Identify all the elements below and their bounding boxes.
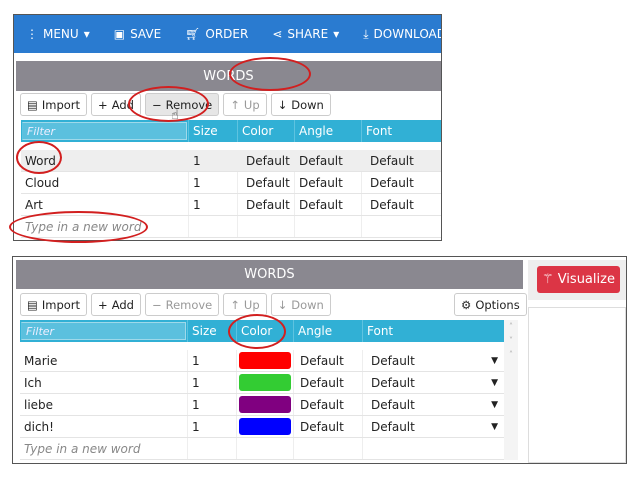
annotation-ellipse <box>9 211 148 243</box>
table-row[interactable]: Art 1 Default Default Default <box>21 194 441 216</box>
bottom-screenshot: WORDS ⚚ Visualize ▤ Import + Add − Remove ↑ U… <box>12 256 627 464</box>
import-button[interactable]: ▤ Import <box>20 93 88 116</box>
annotation-ellipse <box>229 57 311 91</box>
color-swatch[interactable] <box>239 418 291 435</box>
import-icon: ▤ <box>27 297 38 312</box>
remove-button[interactable]: − Remove <box>144 293 220 316</box>
kebab-icon: ⋮ <box>26 27 38 41</box>
color-swatch-cell[interactable] <box>236 394 293 415</box>
font-select[interactable]: Default ▼ <box>362 416 504 437</box>
options-button[interactable]: ⚙ Options <box>454 293 527 316</box>
color-swatch[interactable] <box>239 352 291 369</box>
share-icon: ⋖ <box>272 27 283 41</box>
up-button[interactable]: ↑ Up <box>223 293 267 316</box>
caret-down-icon: ▼ <box>491 399 498 410</box>
column-size[interactable]: Size <box>188 120 237 142</box>
minus-icon: − <box>151 297 162 312</box>
save-icon: ▣ <box>113 27 126 41</box>
font-select[interactable]: Default ▼ <box>362 394 504 415</box>
magic-wand-icon: ⚚ <box>542 272 554 287</box>
add-button[interactable]: + Add <box>91 293 141 316</box>
table-row[interactable]: liebe 1 Default Default ▼ <box>20 394 504 416</box>
words-header: WORDS <box>16 260 523 289</box>
new-word-row: Type in a new word <box>20 438 504 460</box>
up-button[interactable]: ↑ Up <box>223 93 267 116</box>
column-color[interactable]: Color <box>237 120 294 142</box>
menu-button[interactable]: ⋮ MENU ▾ <box>26 27 90 41</box>
column-font[interactable]: Font <box>362 320 504 342</box>
column-angle[interactable]: Angle <box>294 120 361 142</box>
annotation-ellipse <box>16 141 62 174</box>
arrow-down-icon: ↓ <box>277 97 288 112</box>
menu-bar: ⋮ MENU ▾ ▣ SAVE 🛒︎ ORDER ⋖ SHARE ▾ ⤓ DOWNLOAD <box>14 15 441 53</box>
column-angle[interactable]: Angle <box>293 320 362 342</box>
filter-input[interactable]: Filter <box>22 122 187 140</box>
column-size[interactable]: Size <box>187 320 236 342</box>
caret-down-icon: ▾ <box>333 27 340 41</box>
toolbar: ▤ Import + Add − Remove ↑ Up ↓ Down <box>20 293 331 316</box>
scrollbar[interactable]: ˄ ˅ ˄ <box>504 320 518 460</box>
order-button[interactable]: 🛒︎ ORDER <box>185 27 249 41</box>
visualize-button[interactable]: ⚚ Visualize <box>537 266 620 293</box>
caret-down-icon: ▼ <box>491 377 498 388</box>
font-select[interactable]: Default ▼ <box>362 372 504 393</box>
filter-input[interactable]: Filter <box>21 322 186 340</box>
download-icon: ⤓ <box>363 26 369 41</box>
preview-area <box>528 307 626 463</box>
color-swatch[interactable] <box>239 374 291 391</box>
annotation-ellipse <box>128 86 209 122</box>
table-header: Filter Size Color Angle Font <box>21 120 441 142</box>
download-button[interactable]: ⤓ DOWNLOAD <box>363 26 442 42</box>
caret-down-icon: ▼ <box>491 355 498 366</box>
table-row[interactable]: Cloud 1 Default Default Default <box>21 172 441 194</box>
annotation-ellipse <box>228 314 286 349</box>
table-row[interactable]: Marie 1 Default Default ▼ <box>20 350 504 372</box>
caret-down-icon: ▼ <box>491 421 498 432</box>
down-button[interactable]: ↓ Down <box>270 93 331 116</box>
font-select[interactable]: Default ▼ <box>362 350 504 371</box>
color-swatch-cell[interactable] <box>236 350 293 371</box>
plus-icon: + <box>98 297 108 312</box>
arrow-up-icon: ↑ <box>230 297 240 312</box>
cart-icon: 🛒︎ <box>185 27 201 41</box>
color-swatch-cell[interactable] <box>236 416 293 437</box>
table-row[interactable]: Word 1 Default Default Default <box>21 150 441 172</box>
share-button[interactable]: ⋖ SHARE ▾ <box>272 27 340 41</box>
gear-icon: ⚙ <box>461 297 472 312</box>
table-row[interactable]: dich! 1 Default Default ▼ <box>20 416 504 438</box>
plus-icon: + <box>98 97 108 112</box>
arrow-down-icon: ↓ <box>277 297 288 312</box>
import-icon: ▤ <box>27 97 38 112</box>
arrow-up-icon: ↑ <box>230 97 240 112</box>
color-swatch-cell[interactable] <box>236 372 293 393</box>
table-row[interactable]: Ich 1 Default Default ▼ <box>20 372 504 394</box>
save-button[interactable]: ▣ SAVE <box>113 27 162 41</box>
down-button[interactable]: ↓ Down <box>270 293 331 316</box>
column-font[interactable]: Font <box>361 120 441 142</box>
caret-down-icon: ▾ <box>83 27 90 41</box>
color-swatch[interactable] <box>239 396 291 413</box>
new-word-input[interactable]: Type in a new word <box>24 441 141 456</box>
import-button[interactable]: ▤ Import <box>20 293 88 316</box>
top-screenshot: ⋮ MENU ▾ ▣ SAVE 🛒︎ ORDER ⋖ SHARE ▾ ⤓ DOWNLOAD W… <box>13 14 442 241</box>
